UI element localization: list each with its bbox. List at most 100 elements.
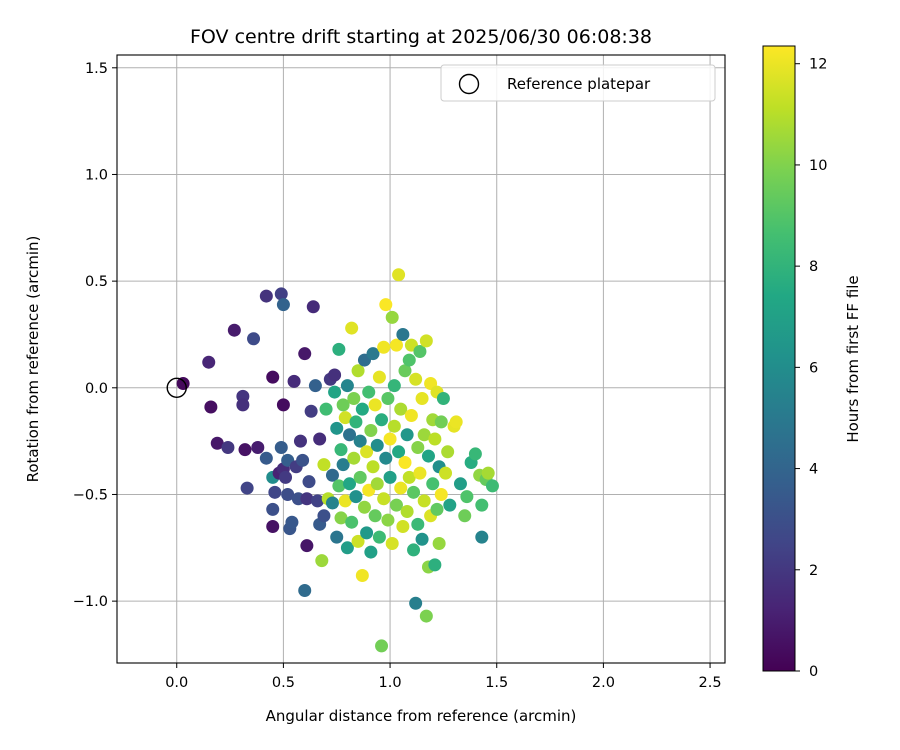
data-point <box>349 490 363 504</box>
x-tick-label: 2.0 <box>592 675 615 691</box>
colorbar-tick-label: 6 <box>809 360 818 376</box>
data-point <box>300 492 314 506</box>
data-point <box>351 364 365 378</box>
data-point <box>351 534 365 548</box>
data-point <box>411 517 425 531</box>
colorbar-tick-label: 0 <box>809 664 818 680</box>
data-point <box>304 404 318 418</box>
data-point <box>298 583 312 597</box>
data-point <box>336 458 350 472</box>
y-tick-label: 0.0 <box>85 381 108 397</box>
data-point <box>276 298 290 312</box>
data-point <box>266 502 280 516</box>
data-point <box>317 509 331 523</box>
data-point <box>221 441 235 455</box>
data-point <box>343 428 357 442</box>
data-point <box>336 398 350 412</box>
data-point <box>251 441 265 455</box>
data-point <box>204 400 218 414</box>
data-point <box>276 398 290 412</box>
legend: Reference platepar <box>440 64 716 102</box>
data-point <box>413 345 427 359</box>
legend-marker <box>458 73 480 95</box>
data-point <box>266 370 280 384</box>
data-point <box>259 451 273 465</box>
x-axis-label: Angular distance from reference (arcmin) <box>266 707 577 725</box>
data-point <box>338 411 352 425</box>
data-point <box>317 458 331 472</box>
data-point <box>302 475 316 489</box>
data-point <box>402 353 416 367</box>
data-point <box>328 368 342 382</box>
colorbar-tick-label: 2 <box>809 563 818 579</box>
y-tick-label: −0.5 <box>73 487 108 503</box>
y-tick-label: 1.5 <box>85 61 108 77</box>
data-point <box>366 347 380 361</box>
chart-title: FOV centre drift starting at 2025/06/30 … <box>190 26 652 48</box>
data-point <box>293 434 307 448</box>
y-axis-label: Rotation from reference (arcmin) <box>24 236 42 483</box>
data-point <box>475 498 489 512</box>
data-point <box>370 477 384 491</box>
data-point <box>202 355 216 369</box>
data-point <box>285 515 299 529</box>
data-point <box>426 477 440 491</box>
data-point <box>364 423 378 437</box>
data-point <box>240 481 254 495</box>
data-point <box>332 479 346 493</box>
data-point <box>404 409 418 423</box>
legend-label: Reference platepar <box>507 75 651 93</box>
data-point <box>377 492 391 506</box>
data-point <box>355 402 369 416</box>
data-point <box>319 402 333 416</box>
data-point <box>306 300 320 314</box>
data-point <box>421 449 435 463</box>
data-point <box>381 391 395 405</box>
y-tick-label: 1.0 <box>85 167 108 183</box>
data-point <box>360 526 374 540</box>
data-point <box>396 327 410 341</box>
data-point <box>475 530 489 544</box>
colorbar: 0 2 4 6 8 10 12 Hours from first FF file <box>762 45 862 680</box>
data-point <box>387 419 401 433</box>
data-point <box>343 477 357 491</box>
data-point <box>298 347 312 361</box>
data-point <box>274 441 288 455</box>
data-point <box>375 639 389 653</box>
colorbar-tick-label: 8 <box>809 259 818 275</box>
data-point <box>347 391 361 405</box>
data-point <box>392 445 406 459</box>
data-point <box>415 532 429 546</box>
legend-box <box>440 64 716 102</box>
data-point <box>227 323 241 337</box>
data-point <box>370 438 384 452</box>
data-point <box>362 385 376 399</box>
colorbar-label: Hours from first FF file <box>844 275 862 442</box>
data-point <box>385 537 399 551</box>
data-point <box>379 451 393 465</box>
data-point <box>407 485 421 499</box>
data-point <box>460 490 474 504</box>
colorbar-tick-label: 10 <box>809 158 827 174</box>
data-point <box>236 398 250 412</box>
data-point <box>330 530 344 544</box>
data-point <box>268 485 282 499</box>
colorbar-tick-label: 12 <box>809 57 827 73</box>
data-point <box>409 596 423 610</box>
data-point <box>409 372 423 386</box>
data-point <box>453 477 467 491</box>
axis-ticks: 0.0 0.5 1.0 1.5 2.0 2.5 −1.0 −0.5 0.0 0.5 1.0 1.5 <box>73 61 722 691</box>
data-point <box>357 500 371 514</box>
scatter-points <box>176 268 499 653</box>
data-point <box>428 432 442 446</box>
data-point <box>332 342 346 356</box>
data-point <box>368 509 382 523</box>
data-point <box>413 466 427 480</box>
data-point <box>434 415 448 429</box>
data-point <box>372 530 386 544</box>
data-point <box>366 460 380 474</box>
data-point <box>392 268 406 282</box>
data-point <box>308 379 322 393</box>
data-point <box>364 545 378 559</box>
